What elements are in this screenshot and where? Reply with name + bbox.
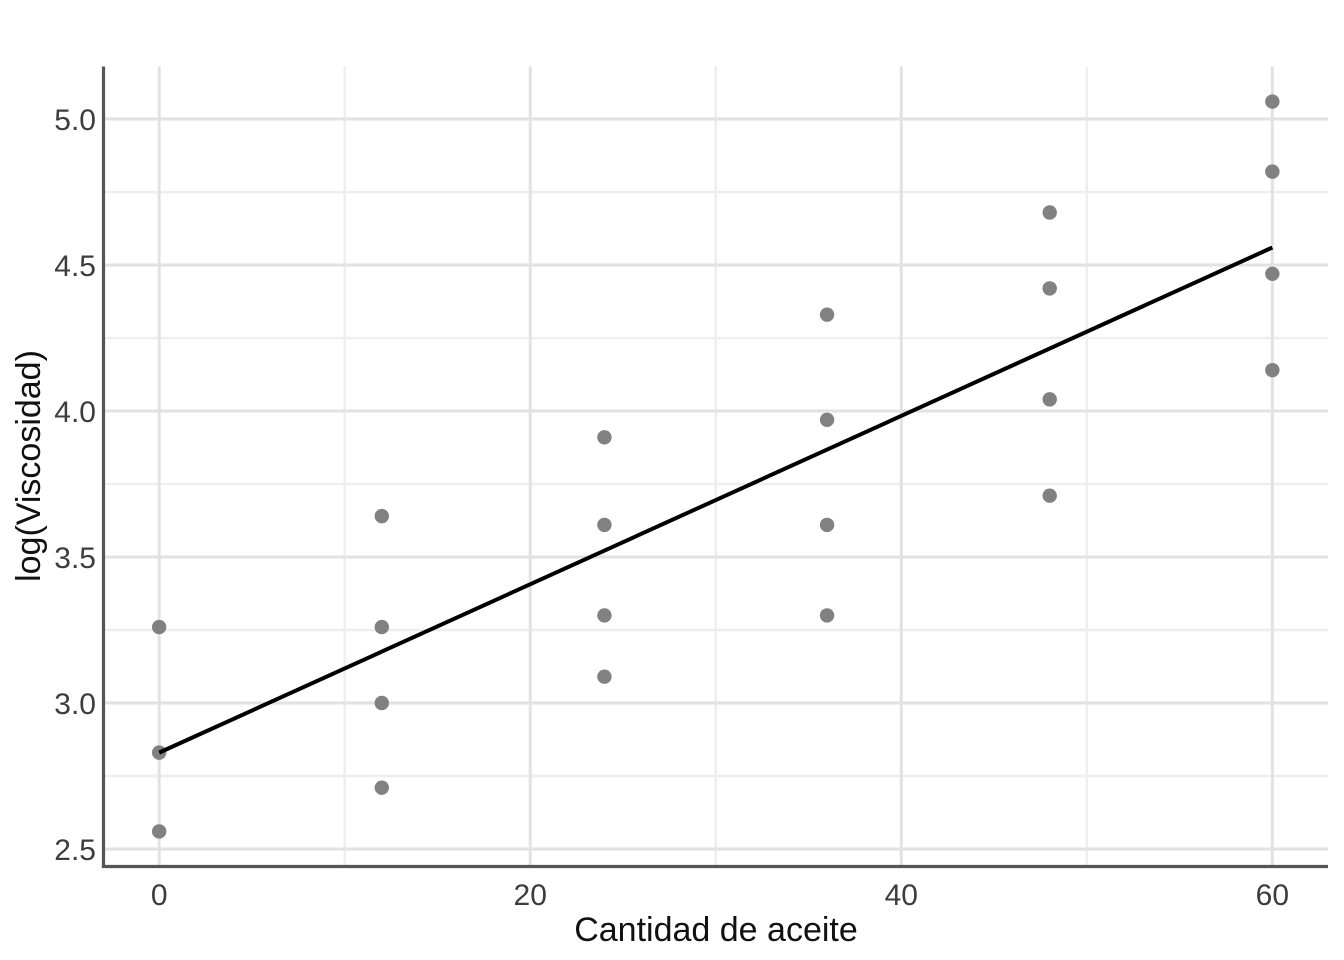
data-point — [1042, 488, 1057, 503]
data-point — [1265, 94, 1280, 109]
data-point — [1042, 281, 1057, 296]
data-point — [597, 430, 612, 445]
minor-gridlines — [103, 66, 1328, 867]
x-tick-label: 20 — [514, 879, 547, 912]
major-gridlines — [103, 66, 1328, 867]
y-tick-labels: 2.5 3.0 3.5 4.0 4.5 5.0 — [54, 104, 96, 867]
data-point — [597, 608, 612, 623]
x-tick-label: 60 — [1256, 879, 1289, 912]
data-point — [597, 669, 612, 684]
data-point — [1265, 164, 1280, 179]
data-point — [1265, 266, 1280, 281]
y-tick-label: 2.5 — [54, 834, 96, 867]
data-point — [819, 307, 835, 322]
x-axis-title: Cantidad de aceite — [574, 911, 858, 949]
data-point — [151, 619, 167, 635]
data-point — [1042, 392, 1057, 407]
x-tick-label: 0 — [151, 879, 168, 912]
data-point — [819, 412, 835, 427]
data-point — [819, 517, 835, 533]
y-tick-label: 3.5 — [54, 542, 96, 575]
data-point — [1265, 362, 1280, 378]
data-point — [374, 508, 389, 524]
data-point — [374, 695, 389, 711]
data-point — [819, 608, 835, 623]
regression-line — [158, 245, 1274, 755]
data-point — [1042, 205, 1057, 220]
scatter-points — [151, 94, 1280, 839]
data-point — [597, 517, 612, 533]
x-tick-labels: 0 20 40 60 — [151, 879, 1289, 912]
data-point — [151, 824, 167, 839]
y-tick-label: 4.5 — [54, 250, 96, 283]
y-tick-label: 3.0 — [54, 688, 96, 721]
data-point — [374, 780, 389, 795]
y-axis-title: log(Viscosidad) — [10, 350, 48, 582]
data-point — [374, 619, 389, 635]
x-tick-label: 40 — [885, 879, 918, 912]
y-tick-label: 4.0 — [54, 396, 96, 429]
y-tick-label: 5.0 — [54, 104, 96, 137]
